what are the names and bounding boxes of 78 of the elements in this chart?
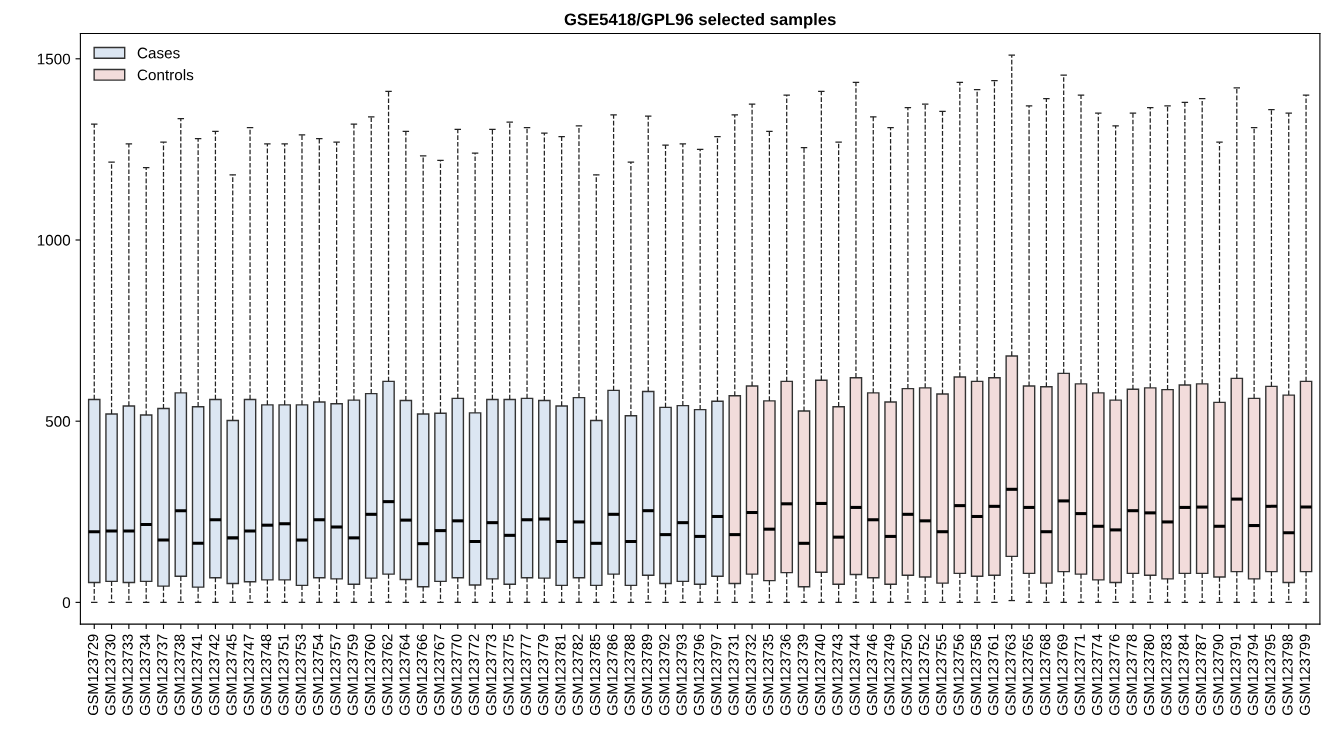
x-tick-label: GSM123741 — [191, 634, 203, 715]
x-tick-label: GSM123777 — [520, 634, 531, 715]
x-tick-label: GSM123743 — [832, 634, 843, 715]
y-tick-label: 1000 — [37, 234, 71, 246]
x-tick-label: GSM123731 — [728, 634, 739, 715]
x-tick-label: GSM123799 — [1299, 634, 1310, 715]
x-tick-label: GSM123794 — [1247, 634, 1259, 715]
x-tick-label: GSM123742 — [209, 634, 220, 715]
x-tick-label: GSM123733 — [122, 634, 133, 715]
x-tick-label: GSM123795 — [1265, 634, 1276, 715]
x-tick-label: GSM123754 — [312, 634, 324, 715]
x-tick-label: GSM123750 — [901, 634, 912, 715]
x-tick-label: GSM123791 — [1230, 634, 1241, 715]
x-tick-label: GSM123756 — [953, 634, 964, 715]
x-tick-label: GSM123737 — [157, 634, 168, 715]
x-tick-label: GSM123796 — [693, 634, 705, 715]
x-tick-label: GSM123773 — [486, 634, 497, 715]
x-tick-label: GSM123793 — [676, 634, 687, 715]
x-tick-label: GSM123748 — [260, 634, 272, 715]
x-tick-label: GSM123751 — [278, 634, 289, 715]
legend-label: Controls — [137, 69, 194, 81]
y-tick-label: 500 — [45, 416, 71, 427]
chart-title: GSE5418/GPL96 selected samples — [564, 13, 836, 29]
x-tick-label: GSM123740 — [814, 634, 826, 715]
x-tick-label: GSM123765 — [1022, 634, 1033, 715]
x-tick-label: GSM123790 — [1213, 634, 1224, 715]
x-tick-label: GSM123797 — [711, 634, 722, 715]
x-tick-label: GSM123749 — [884, 634, 895, 715]
x-tick-label: GSM123759 — [347, 634, 358, 715]
x-tick-label: GSM123767 — [434, 634, 445, 715]
x-tick-label: GSM123729 — [87, 634, 99, 715]
x-tick-label: GSM123780 — [1143, 634, 1155, 715]
x-tick-label: GSM123730 — [105, 634, 116, 715]
x-tick-label: GSM123757 — [330, 634, 341, 715]
x-tick-label: GSM123792 — [659, 634, 670, 715]
x-tick-label: GSM123783 — [1161, 634, 1172, 715]
x-tick-label: GSM123758 — [970, 634, 982, 715]
x-tick-label: GSM123771 — [1074, 634, 1085, 715]
x-tick-label: GSM123752 — [918, 634, 930, 715]
x-tick-label: GSM123732 — [745, 634, 756, 715]
x-tick-label: GSM123774 — [1091, 634, 1103, 715]
x-tick-label: GSM123772 — [468, 634, 480, 715]
x-tick-label: GSM123781 — [555, 634, 566, 715]
x-tick-label: GSM123776 — [1109, 634, 1120, 715]
x-tick-label: GSM123744 — [849, 634, 860, 715]
x-tick-label: GSM123761 — [988, 634, 999, 715]
x-tick-label: GSM123784 — [1178, 634, 1189, 715]
x-tick-label: GSM123768 — [1039, 634, 1051, 715]
x-tick-label: GSM123762 — [382, 634, 393, 715]
x-tick-label: GSM123753 — [295, 634, 306, 715]
x-tick-label: GSM123745 — [226, 634, 237, 715]
x-tick-label: GSM123766 — [416, 634, 428, 715]
x-tick-label: GSM123775 — [503, 634, 514, 715]
x-tick-label: GSM123778 — [1126, 634, 1137, 715]
x-tick-label: GSM123782 — [572, 634, 583, 715]
x-tick-label: GSM123763 — [1005, 634, 1016, 715]
x-tick-label: GSM123779 — [537, 634, 549, 715]
x-tick-label: GSM123738 — [174, 634, 185, 715]
x-tick-label: GSM123788 — [624, 634, 635, 715]
x-tick-label: GSM123747 — [243, 634, 254, 715]
x-tick-label: GSM123785 — [589, 634, 601, 715]
x-tick-label: GSM123787 — [1195, 634, 1207, 715]
x-tick-label: GSM123786 — [607, 634, 618, 715]
x-tick-label: GSM123760 — [364, 634, 376, 715]
x-tick-label: GSM123739 — [797, 634, 808, 715]
x-tick-label: GSM123764 — [399, 634, 410, 715]
legend-label: Cases — [137, 47, 180, 59]
x-tick-label: GSM123770 — [451, 634, 462, 715]
x-tick-label: GSM123755 — [936, 634, 947, 715]
x-tick-label: GSM123735 — [762, 634, 774, 715]
x-tick-label: GSM123736 — [780, 634, 791, 715]
x-tick-label: GSM123798 — [1282, 634, 1293, 715]
y-tick-label: 1500 — [37, 53, 71, 65]
x-tick-label: GSM123746 — [866, 634, 878, 715]
y-tick-label: 0 — [62, 597, 71, 609]
x-tick-label: GSM123734 — [139, 634, 151, 715]
x-tick-label: GSM123789 — [641, 634, 653, 715]
x-tick-label: GSM123769 — [1057, 634, 1068, 715]
